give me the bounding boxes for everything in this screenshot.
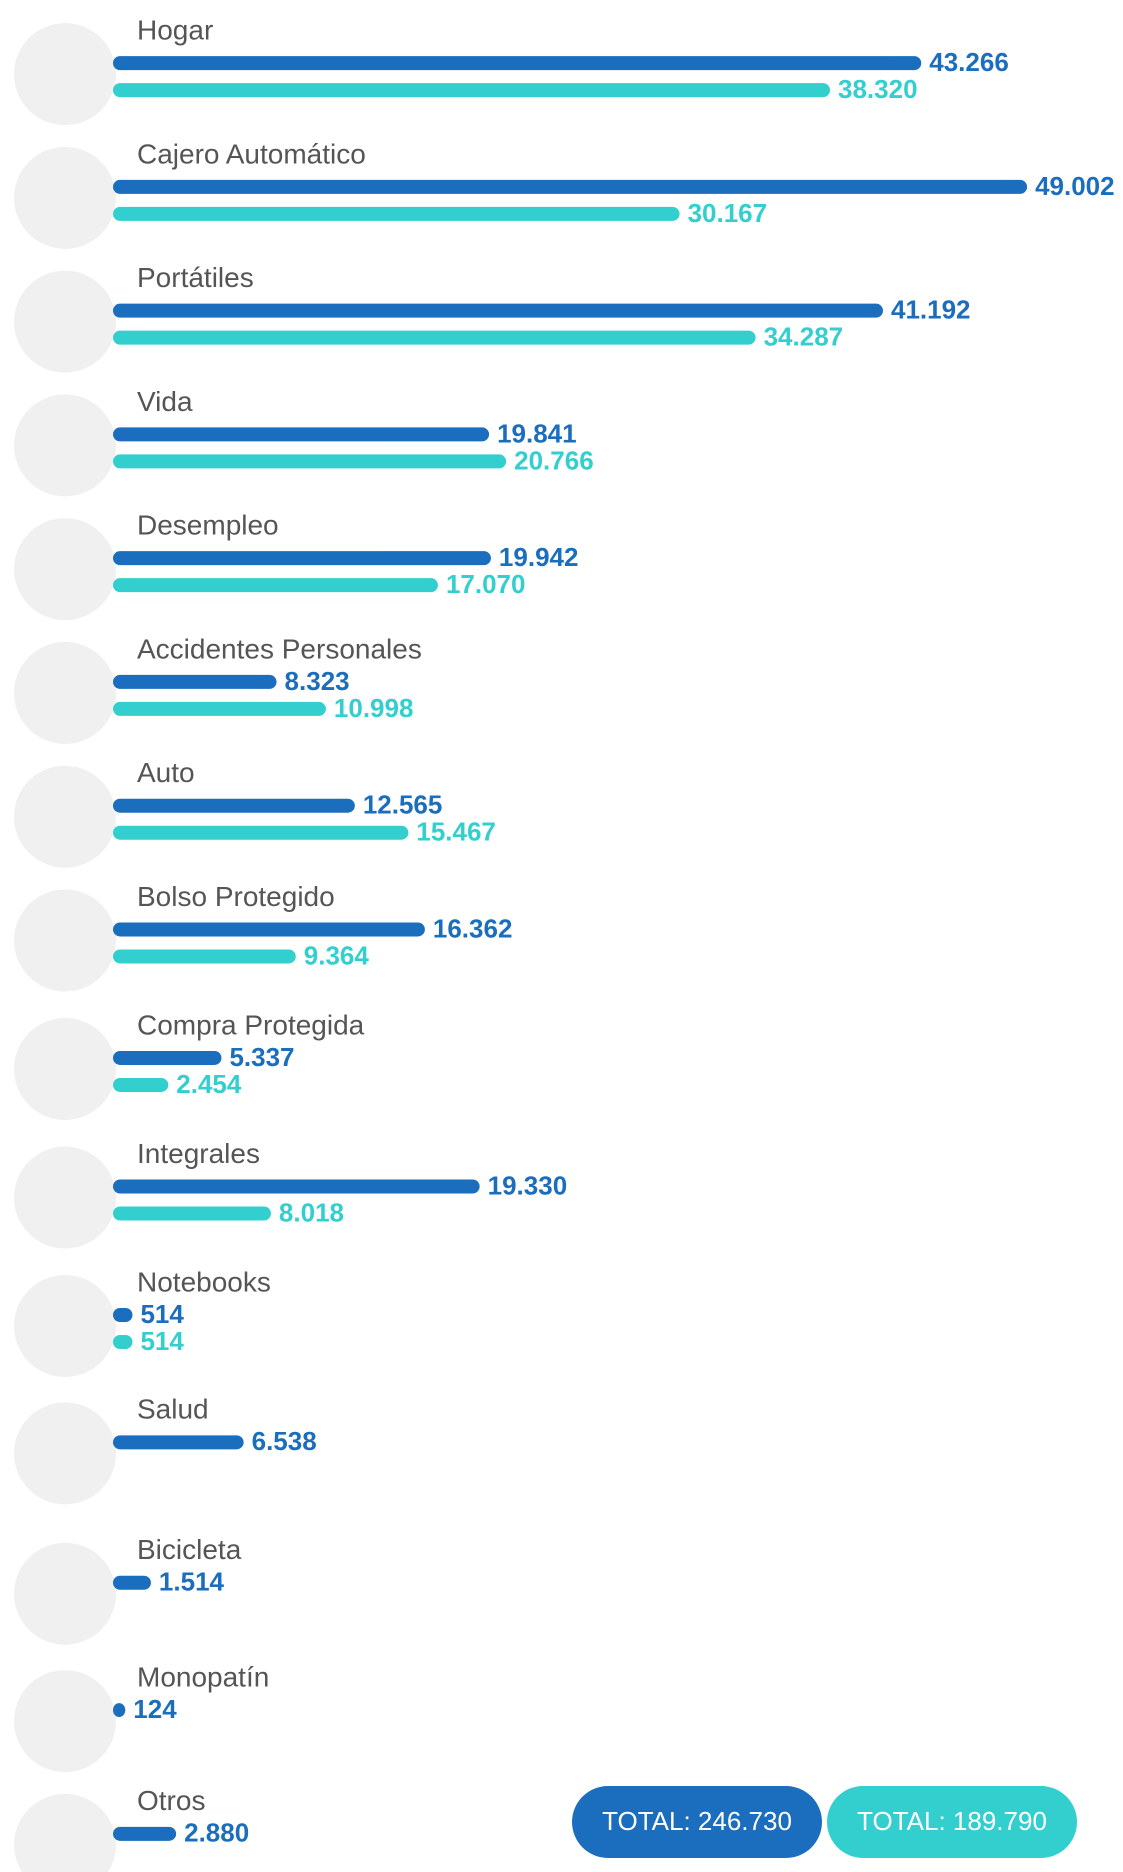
value-label: 43.266 [929,47,1009,77]
value-label: 30.167 [688,198,768,228]
category-label: Cajero Automático [137,138,366,169]
value-label: 16.362 [433,913,513,943]
value-label: 17.070 [446,569,526,599]
bar [113,701,326,716]
bar [113,1308,133,1323]
bar [113,798,355,813]
bar [113,1826,177,1841]
bar [113,551,491,566]
bar [113,922,425,937]
category-label: Portátiles [137,262,254,293]
value-label: 5.337 [229,1042,294,1072]
value-label: 514 [140,1299,184,1329]
bar [113,427,490,442]
category-icon-bg [14,1146,116,1249]
value-label: 124 [133,1694,177,1724]
bar [113,1206,271,1221]
bar [113,825,409,840]
category-icon-bg [14,394,116,497]
value-label: 19.841 [497,418,577,448]
category-icon-bg [14,1793,116,1872]
category-icon-bg [14,1017,116,1120]
category-icon-bg [14,270,116,373]
bar [113,1435,244,1450]
value-label: 2.880 [184,1818,249,1848]
total-pill [827,1786,1077,1858]
value-label: 6.538 [252,1426,317,1456]
category-label: Bicicleta [137,1534,242,1565]
category-label: Bolso Protegido [137,881,335,912]
category-label: Vida [137,386,193,417]
value-label: 19.942 [499,542,579,572]
value-label: 514 [140,1326,184,1356]
value-label: 2.454 [176,1069,242,1099]
category-icon-bg [14,641,116,744]
bar [113,578,438,593]
value-label: 8.018 [279,1197,344,1227]
category-icon-bg [14,765,116,868]
value-label: 10.998 [334,693,414,723]
bar [113,303,883,318]
bar [113,1050,222,1065]
value-label: 41.192 [891,295,971,325]
category-label: Otros [137,1785,205,1816]
bar [113,1703,126,1718]
value-label: 38.320 [838,74,918,104]
category-label: Notebooks [137,1266,271,1297]
category-icon-bg [14,518,116,621]
category-icon-bg [14,1275,116,1378]
bar [113,949,296,964]
value-label: 12.565 [363,790,443,820]
bar [113,1335,133,1350]
category-label: Salud [137,1394,209,1425]
bar [113,674,277,689]
category-icon-bg [14,1542,116,1645]
category-icon-bg [14,1670,116,1773]
bar [113,330,756,345]
total-pill [572,1786,822,1858]
value-label: 15.467 [416,817,496,847]
bar [113,206,680,221]
value-label: 34.287 [764,322,844,352]
bar [113,179,1028,194]
total-label: TOTAL: 189.790 [857,1806,1047,1836]
bar [113,1077,169,1092]
category-label: Compra Protegida [137,1009,365,1040]
category-label: Accidentes Personales [137,633,422,664]
category-label: Desempleo [137,510,279,541]
value-label: 1.514 [159,1567,225,1597]
value-label: 20.766 [514,445,594,475]
category-label: Integrales [137,1138,260,1169]
total-label: TOTAL: 246.730 [602,1806,792,1836]
category-icon-bg [14,889,116,992]
category-label: Monopatín [137,1661,269,1692]
category-icon-bg [14,146,116,249]
value-label: 49.002 [1035,171,1115,201]
category-icon-bg [14,1402,116,1505]
category-icon-bg [14,23,116,126]
bar [113,83,831,98]
category-label: Hogar [137,15,213,46]
value-label: 8.323 [285,666,350,696]
bar [113,1179,480,1194]
bar [113,1575,151,1590]
value-label: 9.364 [304,940,370,970]
bar [113,56,922,71]
category-label: Auto [137,757,195,788]
value-label: 19.330 [488,1170,568,1200]
bar [113,454,507,469]
